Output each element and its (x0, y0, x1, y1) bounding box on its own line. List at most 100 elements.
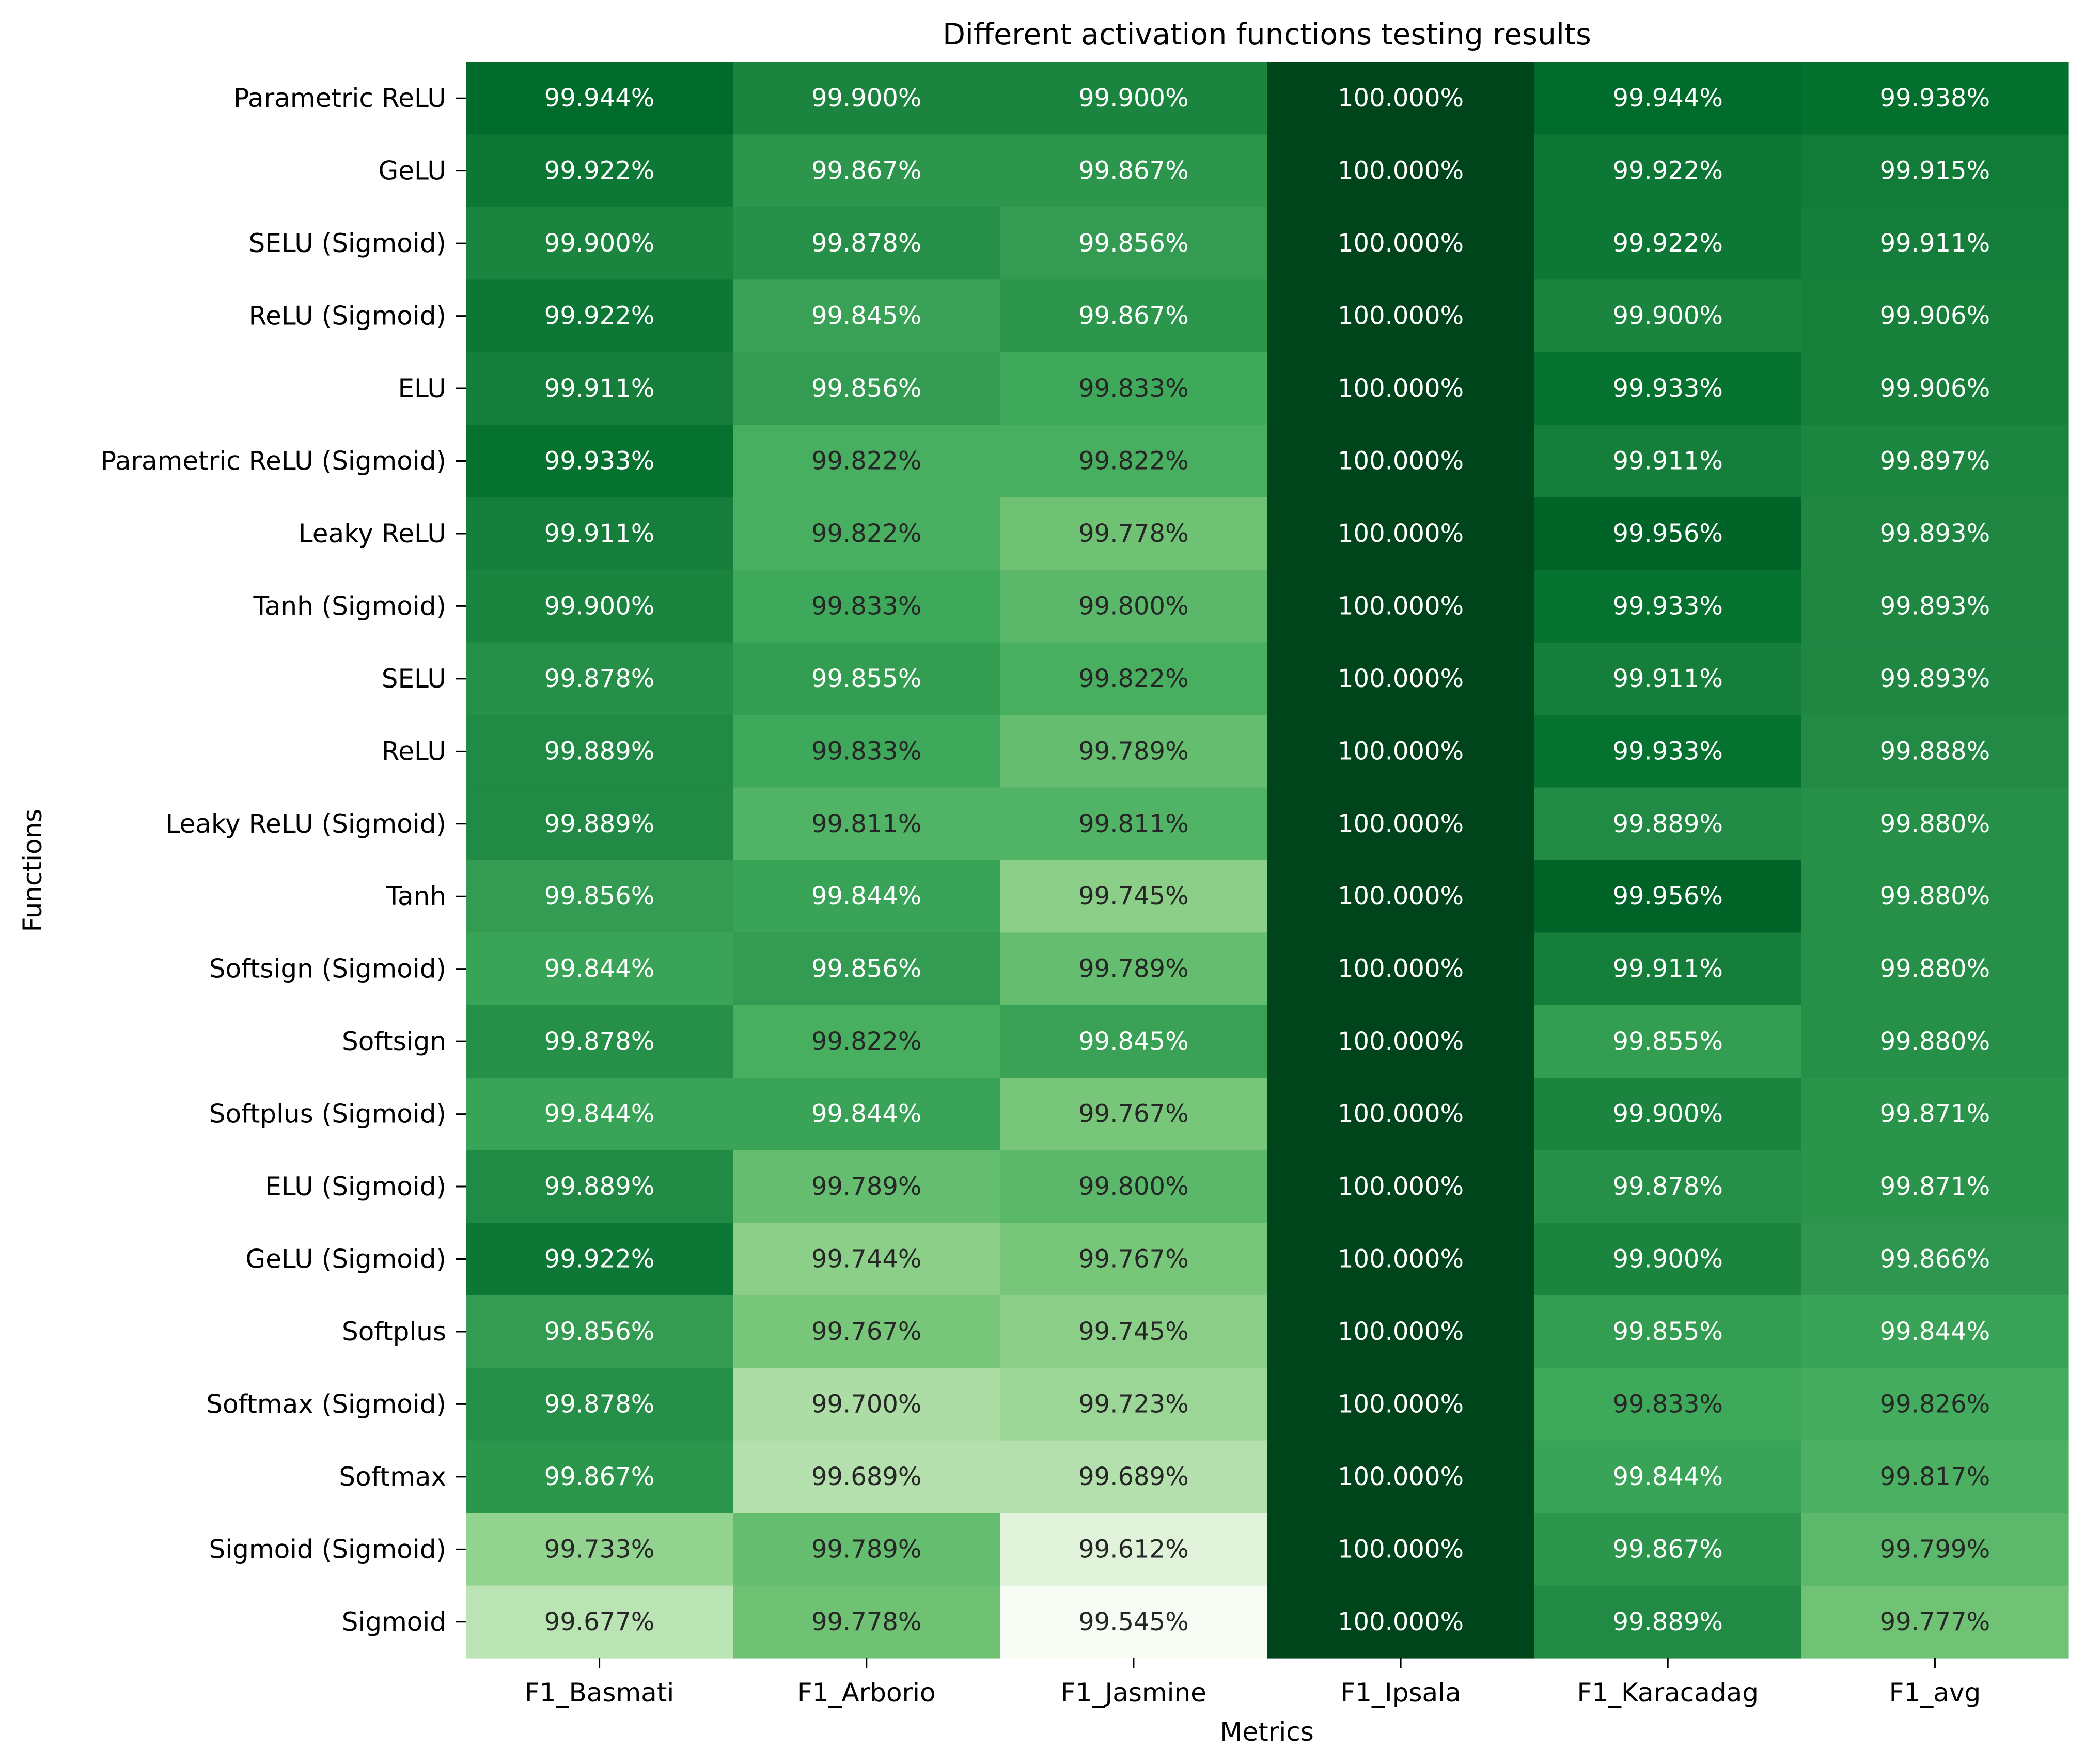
heatmap-cell (1000, 932, 1268, 1006)
cell-value-label: 99.733% (544, 1535, 655, 1564)
cell-value-label: 99.745% (1078, 1317, 1189, 1346)
heatmap-cell (466, 1005, 733, 1078)
cell-value-label: 99.871% (1880, 1100, 1990, 1129)
cell-value-label: 99.938% (1880, 84, 1990, 113)
heatmap-cell (1000, 860, 1268, 933)
heatmap-cell (1267, 1078, 1535, 1151)
cell-value-label: 99.844% (811, 1100, 922, 1129)
heatmap-cell (466, 1150, 733, 1223)
heatmap-cell (1534, 715, 1802, 788)
cell-value-label: 99.911% (544, 519, 655, 548)
cell-value-label: 100.000% (1338, 1245, 1464, 1274)
cell-value-label: 99.893% (1880, 519, 1990, 548)
cell-value-label: 99.889% (544, 737, 655, 766)
cell-value-label: 99.867% (1612, 1535, 1723, 1564)
heatmap-cell (1534, 1078, 1802, 1151)
cell-value-label: 99.888% (1880, 737, 1990, 766)
cell-value-label: 99.833% (811, 591, 922, 620)
cell-value-label: 99.689% (811, 1462, 922, 1491)
y-tick-label: Sigmoid (342, 1607, 446, 1637)
cell-value-label: 99.871% (1880, 1172, 1990, 1201)
heatmap-cell (1000, 352, 1268, 425)
y-tick-label: Softplus (Sigmoid) (209, 1099, 446, 1129)
heatmap-cell (1801, 860, 2069, 933)
cell-value-label: 99.922% (1612, 229, 1723, 258)
cell-value-label: 99.822% (811, 519, 922, 548)
heatmap-cell (1801, 1150, 2069, 1223)
y-tick-label: ELU (398, 373, 446, 403)
heatmap-cell (733, 1078, 1000, 1151)
cell-value-label: 99.900% (1078, 84, 1189, 113)
cell-value-label: 99.922% (544, 157, 655, 185)
cell-value-label: 99.893% (1880, 664, 1990, 693)
chart-title: Different activation functions testing r… (943, 18, 1591, 52)
cell-value-label: 99.878% (544, 664, 655, 693)
heatmap-cell (1000, 1223, 1268, 1296)
heatmap-cell (1801, 1078, 2069, 1151)
heatmap-cell (1801, 787, 2069, 861)
x-tick-label: F1_Ipsala (1340, 1678, 1461, 1708)
heatmap-cell (1000, 1513, 1268, 1586)
heatmap-cell (733, 497, 1000, 570)
heatmap-cell-labels: 99.944% 99.900% 99.900% 100.000% 99.944% 99.9… (544, 84, 1990, 1636)
heatmap-cell (1801, 932, 2069, 1006)
y-tick-label: GeLU (Sigmoid) (245, 1244, 446, 1274)
cell-value-label: 100.000% (1338, 157, 1464, 185)
cell-value-label: 99.911% (1612, 447, 1723, 476)
heatmap-cell (1534, 425, 1802, 498)
heatmap-cell (1534, 207, 1802, 280)
cell-value-label: 99.822% (811, 1027, 922, 1056)
y-tick-label: Leaky ReLU (299, 519, 446, 549)
cell-value-label: 99.767% (1078, 1100, 1189, 1129)
y-tick-label: GeLU (379, 156, 446, 186)
cell-value-label: 99.817% (1880, 1462, 1990, 1491)
cell-value-label: 100.000% (1338, 809, 1464, 838)
cell-value-label: 99.900% (1612, 302, 1723, 331)
cell-value-label: 99.799% (1880, 1535, 1990, 1564)
cell-value-label: 99.878% (1612, 1172, 1723, 1201)
heatmap-cell (733, 1150, 1000, 1223)
cell-value-label: 99.900% (1612, 1100, 1723, 1129)
cell-value-label: 99.900% (1612, 1245, 1723, 1274)
heatmap-cell (1534, 62, 1802, 135)
heatmap-cell (733, 62, 1000, 135)
heatmap-cell (733, 715, 1000, 788)
heatmap-cell (1000, 62, 1268, 135)
y-axis: Parametric ReLU GeLU SELU (Sigmoid) ReLU (S… (101, 83, 466, 1637)
cell-value-label: 99.878% (544, 1390, 655, 1418)
heatmap-cell (1267, 860, 1535, 933)
cell-value-label: 99.767% (811, 1317, 922, 1346)
heatmap-cell (1534, 570, 1802, 643)
heatmap-cell (1267, 1005, 1535, 1078)
heatmap-cell (466, 62, 733, 135)
y-tick-label: Parametric ReLU (Sigmoid) (101, 446, 446, 476)
cell-value-label: 99.956% (1612, 882, 1723, 911)
y-tick-label: Tanh (386, 881, 446, 911)
heatmap-cell (1801, 279, 2069, 353)
cell-value-label: 99.700% (811, 1390, 922, 1418)
y-tick-label: Softplus (342, 1317, 446, 1347)
x-axis: F1_Basmati F1_Arborio F1_Jasmine F1_Ipsala F… (525, 1658, 1981, 1708)
heatmap-cell (1534, 932, 1802, 1006)
heatmap-cell (1801, 570, 2069, 643)
y-tick-label: Softmax (Sigmoid) (206, 1389, 446, 1419)
cell-value-label: 99.880% (1880, 882, 1990, 911)
y-tick-label: ReLU (Sigmoid) (249, 301, 446, 331)
cell-value-label: 99.844% (544, 955, 655, 984)
heatmap-cell (1000, 207, 1268, 280)
cell-value-label: 99.880% (1880, 1027, 1990, 1056)
heatmap-cell (1267, 279, 1535, 353)
heatmap-cell (1267, 1295, 1535, 1368)
heatmap-cell (733, 1368, 1000, 1441)
heatmap-cell (1000, 570, 1268, 643)
cell-value-label: 99.878% (811, 229, 922, 258)
heatmap-cell (733, 1513, 1000, 1586)
heatmap-cell (1267, 932, 1535, 1006)
heatmap-cell (733, 860, 1000, 933)
heatmap-cell (1267, 1223, 1535, 1296)
cell-value-label: 99.800% (1078, 1172, 1189, 1201)
x-tick-label: F1_avg (1889, 1678, 1981, 1708)
heatmap-cell (733, 1440, 1000, 1513)
heatmap-cell (1267, 787, 1535, 861)
heatmap-cell (1267, 425, 1535, 498)
